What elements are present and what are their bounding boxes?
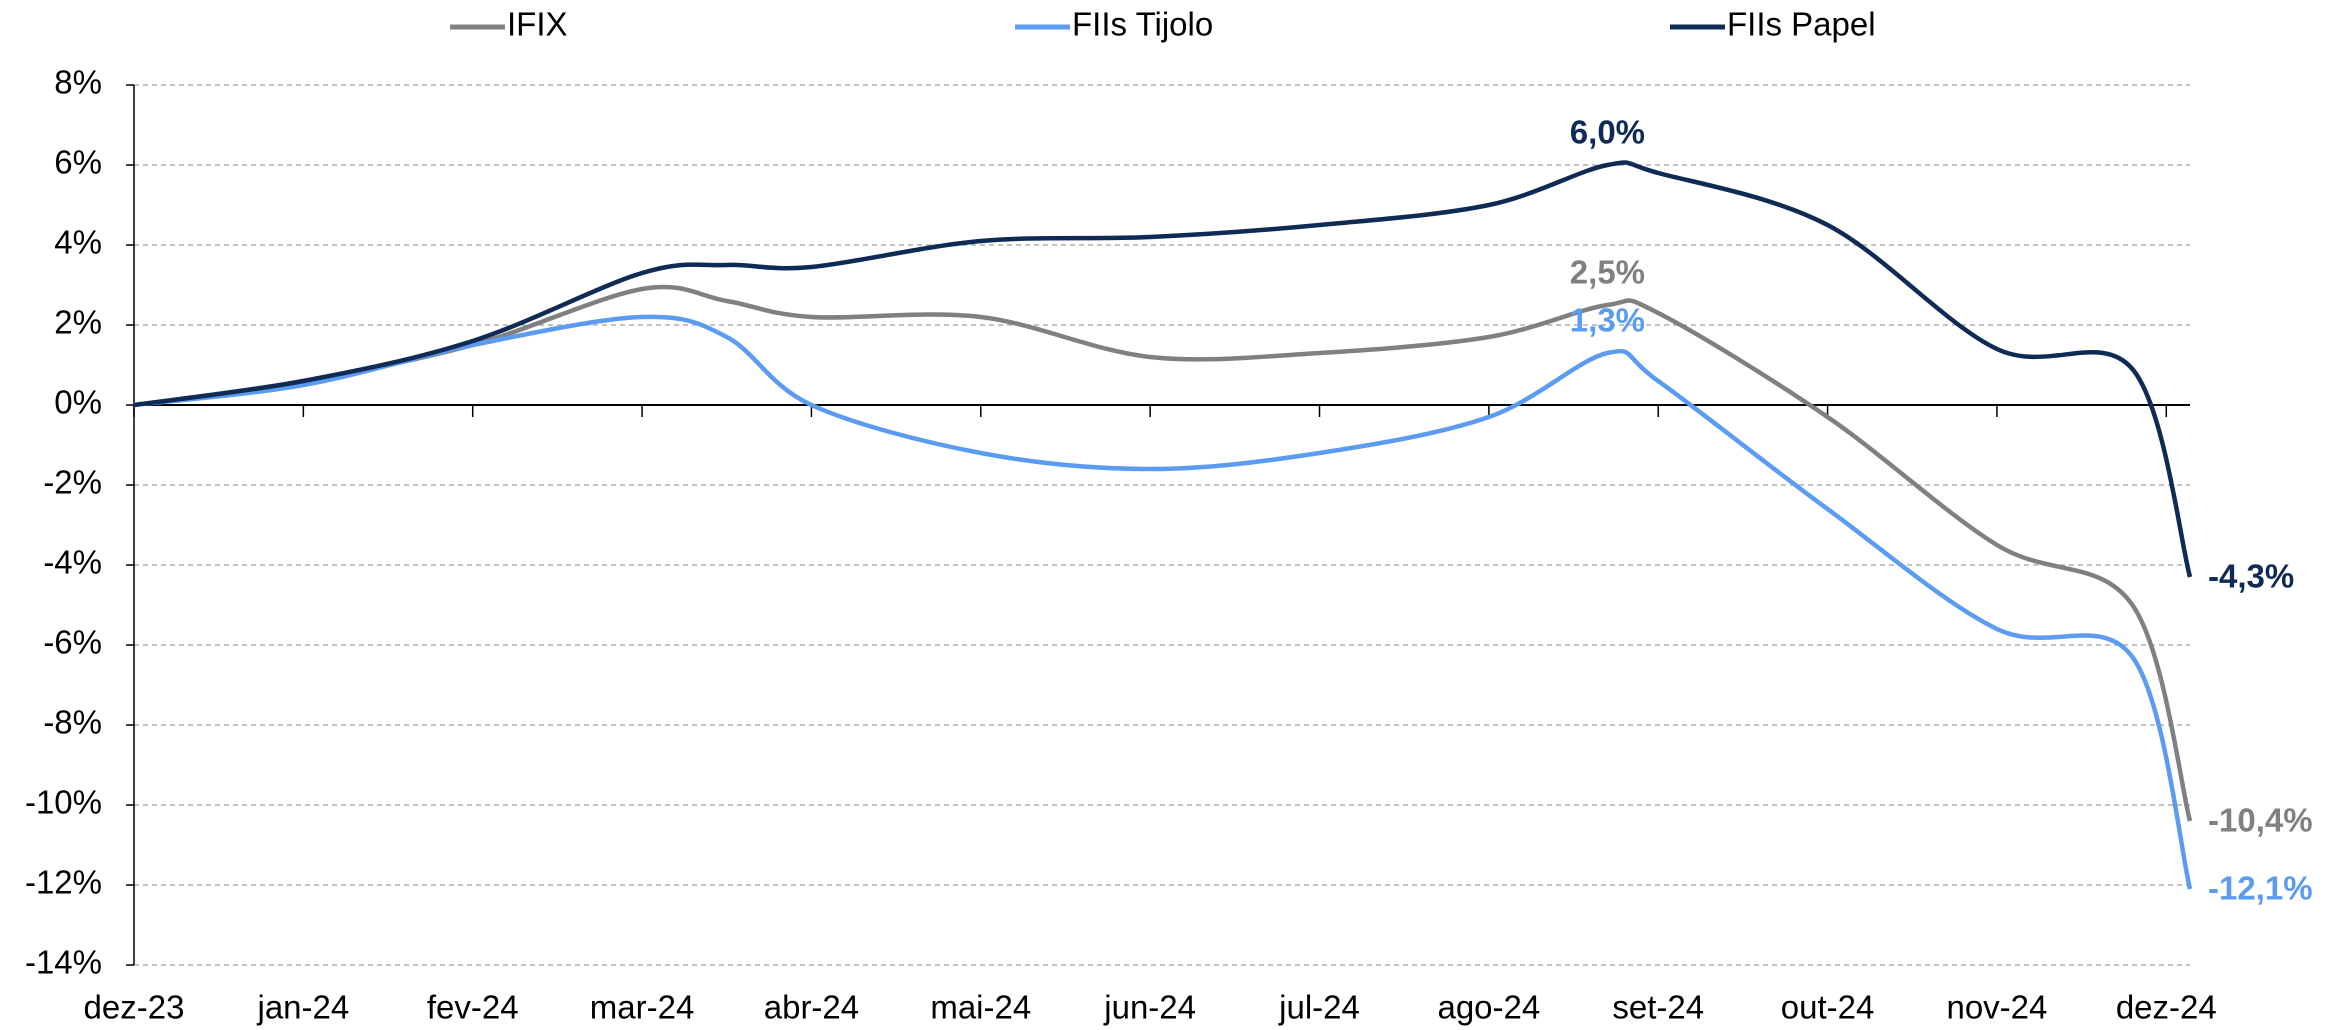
x-tick-label: mar-24 xyxy=(590,989,695,1026)
y-tick-label: 6% xyxy=(54,144,102,181)
data-label: -12,1% xyxy=(2208,870,2313,907)
x-tick-label: jan-24 xyxy=(256,989,349,1026)
y-tick-label: 8% xyxy=(54,64,102,101)
y-tick-label: -14% xyxy=(25,944,102,981)
y-tick-label: -2% xyxy=(43,464,102,501)
y-tick-label: -4% xyxy=(43,544,102,581)
x-tick-label: nov-24 xyxy=(1946,989,2047,1026)
y-tick-label: -12% xyxy=(25,864,102,901)
legend-label: FIIs Tijolo xyxy=(1072,6,1213,43)
y-tick-label: 4% xyxy=(54,224,102,261)
y-tick-label: 0% xyxy=(54,384,102,421)
x-tick-label: fev-24 xyxy=(427,989,519,1026)
y-tick-label: 2% xyxy=(54,304,102,341)
x-tick-label: dez-23 xyxy=(84,989,185,1026)
data-label: 1,3% xyxy=(1570,302,1645,339)
legend-label: FIIs Papel xyxy=(1727,6,1876,43)
series-line xyxy=(133,314,2193,890)
data-label: 2,5% xyxy=(1570,254,1645,291)
data-label: -10,4% xyxy=(2208,802,2313,839)
x-tick-label: jul-24 xyxy=(1278,989,1360,1026)
legend-label: IFIX xyxy=(507,6,568,43)
x-tick-label: out-24 xyxy=(1781,989,1875,1026)
x-tick-label: mai-24 xyxy=(930,989,1031,1026)
series-line xyxy=(133,160,2193,578)
x-tick-label: jun-24 xyxy=(1103,989,1196,1026)
series-line xyxy=(133,284,2193,822)
y-tick-label: -6% xyxy=(43,624,102,661)
x-tick-label: ago-24 xyxy=(1437,989,1540,1026)
data-label: -4,3% xyxy=(2208,558,2294,595)
x-tick-label: dez-24 xyxy=(2116,989,2217,1026)
data-label: 6,0% xyxy=(1570,114,1645,151)
y-tick-label: -8% xyxy=(43,704,102,741)
y-tick-label: -10% xyxy=(25,784,102,821)
x-tick-label: abr-24 xyxy=(764,989,859,1026)
x-tick-label: set-24 xyxy=(1612,989,1704,1026)
